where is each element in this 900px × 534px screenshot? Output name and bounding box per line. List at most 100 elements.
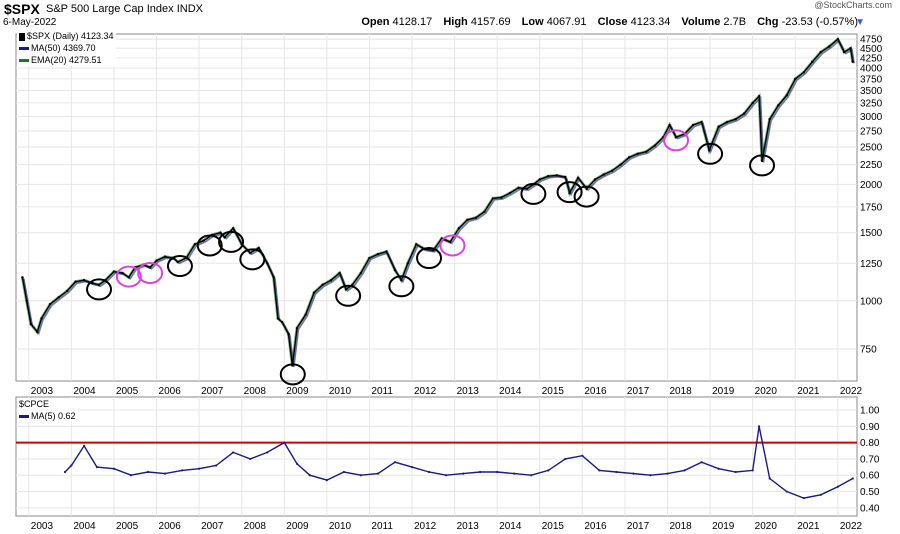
price-point: [645, 150, 648, 153]
annotation-circle: [218, 230, 245, 253]
price-point: [843, 50, 846, 54]
legend-cpce-ma-label: MA(5) 0.62: [31, 411, 76, 421]
price-point: [760, 159, 764, 163]
annotation-circle: [335, 284, 362, 307]
x-tick-label-ind: 2016: [584, 521, 607, 532]
cpce-point: [198, 467, 201, 470]
price-point: [777, 104, 780, 107]
price-point: [836, 38, 840, 41]
legend-ma: MA(50) 4369.70: [19, 42, 114, 54]
price-point: [734, 117, 737, 121]
y-tick-label-main: 750: [860, 345, 877, 356]
price-point: [36, 330, 39, 334]
annotation-circle: [166, 255, 193, 278]
cpce-point: [266, 451, 269, 454]
price-point: [127, 276, 131, 279]
legend-ema: EMA(20) 4279.51: [19, 54, 114, 66]
x-tick-label-ind: 2022: [840, 521, 863, 532]
price-point: [819, 50, 823, 54]
price-point: [483, 210, 486, 213]
copyright-label: @StockCharts.com: [814, 0, 892, 10]
price-point: [29, 322, 33, 326]
cpce-point: [376, 472, 380, 475]
x-tick-label-main: 2021: [797, 386, 820, 397]
price-point: [674, 135, 678, 139]
price-point: [828, 45, 831, 48]
x-tick-label-main: 2017: [627, 386, 650, 397]
price-point: [176, 260, 180, 264]
cpce-point: [129, 474, 133, 477]
annotation-circle: [439, 234, 466, 257]
cpce-point: [513, 472, 516, 475]
cpce-point: [734, 470, 737, 474]
price-point: [48, 302, 52, 306]
price-point: [25, 299, 28, 302]
ma-swatch-icon: [19, 47, 29, 51]
cpce-point: [632, 472, 635, 475]
y-tick-label-main: 4500: [860, 44, 883, 55]
cpce-point: [479, 470, 482, 474]
cpce-swatch-icon: [19, 415, 29, 419]
price-point: [508, 191, 512, 195]
price-point: [708, 149, 711, 152]
cpce-point: [666, 472, 669, 475]
cpce-point: [819, 493, 822, 496]
cpce-point: [232, 451, 235, 454]
price-point: [359, 271, 363, 275]
price-point: [415, 243, 418, 246]
y-tick-label-ind: 0.70: [860, 454, 880, 465]
y-tick-label-main: 1750: [860, 202, 883, 213]
cpce-point: [112, 467, 116, 470]
price-point: [406, 262, 409, 265]
price-point: [811, 60, 814, 64]
cpce-point: [359, 474, 363, 477]
dropdown-arrow-icon[interactable]: ▼: [855, 17, 865, 28]
cpce-point: [444, 474, 448, 477]
price-point: [668, 123, 671, 127]
cpce-point: [802, 496, 805, 500]
price-point: [223, 236, 226, 239]
cpce-point: [295, 462, 299, 465]
price-point: [193, 243, 197, 246]
price-point: [74, 280, 77, 283]
price-point: [163, 255, 167, 258]
x-tick-label-ind: 2021: [797, 521, 820, 532]
ema-swatch-icon: [19, 59, 29, 63]
cpce-point: [717, 467, 720, 470]
price-point: [249, 251, 252, 255]
x-tick-label-main: 2013: [457, 386, 480, 397]
symbol-label[interactable]: $SPX: [4, 1, 40, 17]
close-label: Close: [597, 16, 628, 28]
x-tick-label-ind: 2008: [244, 521, 267, 532]
price-point: [295, 326, 299, 330]
annotation-circle: [573, 185, 600, 208]
annotation-circle: [388, 275, 415, 298]
y-tick-label-main: 2500: [860, 142, 883, 153]
x-tick-label-main: 2010: [329, 386, 352, 397]
x-tick-label-ind: 2010: [329, 521, 352, 532]
y-tick-label-main: 1250: [860, 259, 883, 270]
x-tick-label-ind: 2020: [755, 521, 778, 532]
price-point: [368, 256, 371, 260]
cpce-point: [410, 465, 414, 469]
cpce-point: [851, 477, 854, 480]
y-tick-label-ind: 1.00: [860, 406, 880, 417]
price-point: [636, 152, 639, 156]
price-point: [568, 191, 571, 195]
price-point: [457, 227, 461, 230]
cpce-point: [496, 470, 499, 474]
annotation-circle: [279, 363, 306, 386]
cpce-point: [180, 469, 184, 472]
price-point: [474, 216, 478, 219]
cpce-point: [342, 470, 345, 474]
x-tick-label-main: 2011: [371, 386, 393, 397]
price-point: [376, 252, 380, 256]
price-point: [517, 186, 520, 190]
cpce-point: [63, 470, 67, 474]
x-tick-label-main: 2015: [542, 386, 565, 397]
annotation-circle: [86, 278, 113, 301]
legend-cpce-ma: MA(5) 0.62: [19, 410, 76, 422]
price-point: [287, 332, 290, 336]
y-tick-label-main: 2750: [860, 126, 883, 137]
